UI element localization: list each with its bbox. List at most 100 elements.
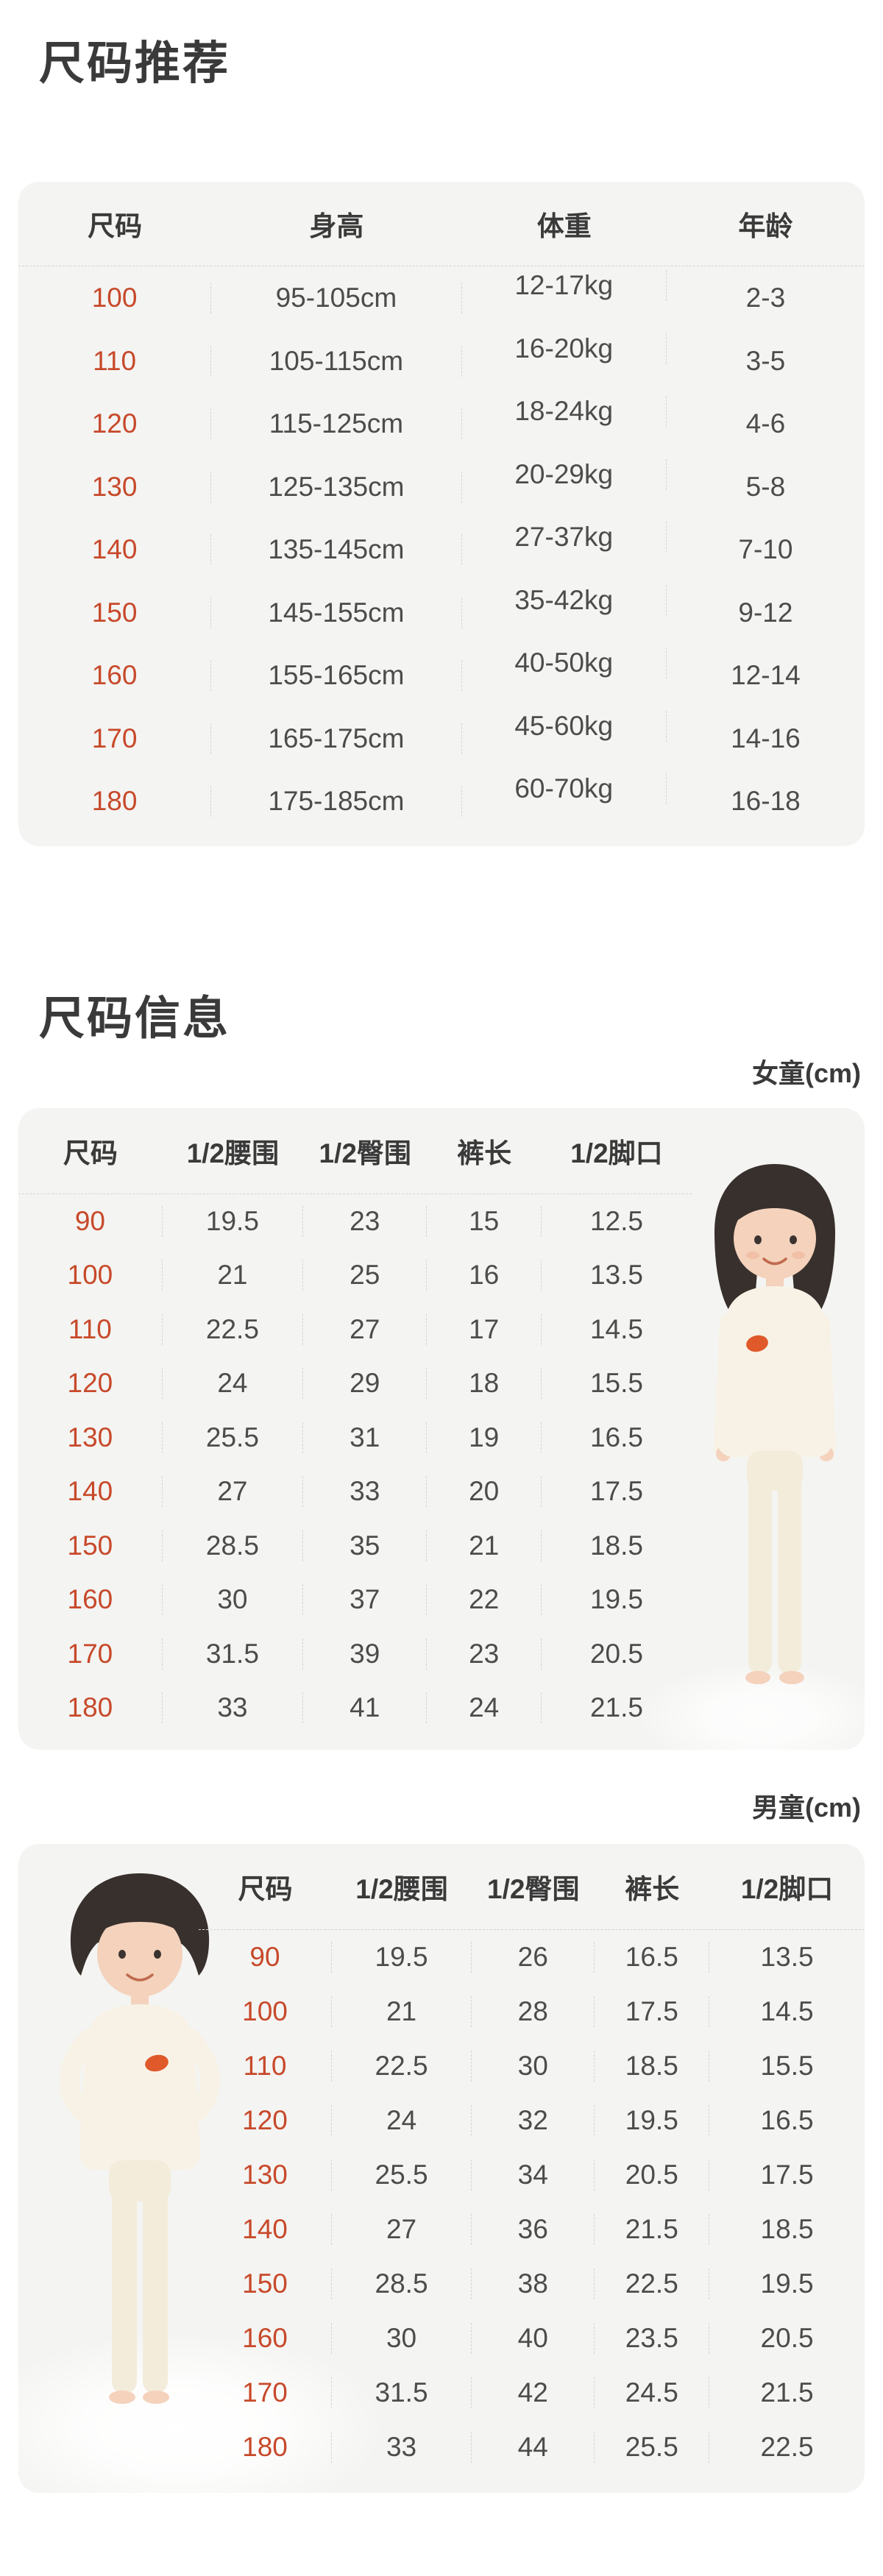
table-cell: 110 — [18, 345, 212, 377]
table-cell: 24 — [163, 1368, 304, 1399]
table-cell: 16-18 — [731, 786, 801, 817]
table-cell: 18.5 — [595, 2051, 710, 2082]
table-cell: 38 — [472, 2268, 595, 2300]
table-header-row: 尺码 1/2腰围 1/2臀围 裤长 1/2脚口 — [199, 1844, 865, 1931]
table-cell: 42 — [472, 2377, 595, 2409]
girl-size-card: 尺码 1/2腰围 1/2臀围 裤长 1/2脚口 90 19.5 23 15 12.5 100 21 25… — [18, 1107, 883, 1772]
table-cell: 180 — [18, 786, 212, 817]
table-cell: 140 — [18, 534, 212, 566]
table-cell: 20 — [427, 1476, 542, 1508]
table-row: 180 175-185cm 60-70kg 16-18 — [18, 770, 865, 833]
table-cell: 160 — [18, 1584, 163, 1616]
section-title-size-info: 尺码信息 — [39, 993, 231, 1045]
table-cell: 150 — [18, 1530, 163, 1561]
table-row: 170 165-175cm 45-60kg 14-16 — [18, 707, 865, 770]
girl-top — [717, 1285, 833, 1457]
table-cell: 45-60kg — [462, 710, 667, 742]
girl-eye-right — [790, 1235, 797, 1244]
table-cell: 21.5 — [760, 2377, 814, 2408]
table-cell: 2-3 — [745, 283, 786, 313]
table-row: 150 28.5 38 22.5 19.5 — [199, 2257, 865, 2311]
table-cell: 9-12 — [738, 597, 793, 628]
table-cell: 16.5 — [595, 1942, 710, 1973]
table-row: 120 24 32 19.5 16.5 — [199, 2093, 865, 2148]
table-cell: 19.5 — [760, 2268, 814, 2299]
table-cell: 24 — [332, 2105, 472, 2137]
table-cell: 145-155cm — [211, 597, 462, 628]
column-header: 1/2臀围 — [319, 1138, 411, 1168]
table-cell: 16.5 — [589, 1422, 643, 1452]
table-cell: 4-6 — [745, 408, 786, 439]
girl-size-table: 尺码 1/2腰围 1/2臀围 裤长 1/2脚口 90 19.5 23 15 12.5 100 21 25… — [18, 1108, 692, 1750]
table-cell: 140 — [199, 2214, 332, 2246]
table-row: 120 24 29 18 15.5 — [18, 1356, 692, 1411]
table-cell: 28.5 — [332, 2268, 472, 2300]
boy-table-label: 男童(cm) — [751, 1792, 861, 1823]
table-cell: 100 — [18, 1260, 163, 1291]
table-cell: 120 — [199, 2105, 332, 2137]
table-cell: 155-165cm — [211, 660, 462, 692]
table-cell: 33 — [163, 1692, 304, 1724]
table-cell: 22.5 — [163, 1313, 304, 1345]
table-cell: 135-145cm — [211, 534, 462, 566]
table-cell: 23 — [427, 1638, 542, 1670]
table-cell: 90 — [199, 1942, 332, 1973]
table-cell: 18.5 — [589, 1530, 643, 1561]
column-header: 尺码 — [238, 1874, 293, 1905]
column-header: 尺码 — [88, 211, 143, 242]
table-cell: 25.5 — [163, 1422, 304, 1453]
girl-model-photo — [689, 1154, 860, 1731]
boy-size-card: 尺码 1/2腰围 1/2臀围 裤长 1/2脚口 90 19.5 26 16.5 13.5 100 21… — [0, 1844, 865, 2523]
girl-foot-right — [779, 1670, 804, 1684]
table-cell: 170 — [18, 723, 212, 754]
table-row: 140 27 33 20 17.5 — [18, 1464, 692, 1519]
table-cell: 25 — [303, 1260, 428, 1291]
column-header: 裤长 — [625, 1874, 680, 1905]
table-cell: 19.5 — [332, 1942, 472, 1973]
table-cell: 14.5 — [760, 1996, 814, 2027]
table-cell: 21 — [163, 1260, 304, 1291]
boy-leg-left — [112, 2182, 137, 2394]
table-cell: 125-135cm — [211, 471, 462, 503]
table-cell: 180 — [18, 1692, 163, 1724]
table-row: 180 33 44 25.5 22.5 — [199, 2420, 865, 2474]
table-cell: 40 — [472, 2323, 595, 2355]
table-cell: 12-14 — [731, 660, 801, 691]
table-cell: 18-24kg — [462, 396, 667, 427]
table-body: 90 19.5 26 16.5 13.5 100 21 28 17.5 14.5 110 22.5 30… — [199, 1930, 865, 2493]
table-cell: 21 — [332, 1996, 472, 2028]
column-header: 1/2腰围 — [186, 1138, 280, 1168]
table-row: 150 145-155cm 35-42kg 9-12 — [18, 581, 865, 645]
girl-blush-left — [746, 1251, 759, 1259]
table-cell: 130 — [18, 1422, 163, 1453]
girl-table-label: 女童(cm) — [751, 1057, 861, 1088]
table-cell: 95-105cm — [211, 283, 462, 314]
table-cell: 160 — [18, 660, 212, 692]
boy-top — [79, 2004, 201, 2171]
table-cell: 32 — [472, 2105, 595, 2137]
table-row: 180 33 41 24 21.5 — [18, 1681, 692, 1735]
table-cell: 29 — [303, 1368, 428, 1399]
table-cell: 17 — [427, 1313, 542, 1345]
table-cell: 31.5 — [332, 2377, 472, 2409]
table-cell: 120 — [18, 408, 212, 440]
table-row: 160 30 40 23.5 20.5 — [199, 2311, 865, 2366]
girl-blush-right — [792, 1251, 805, 1259]
table-cell: 20.5 — [760, 2323, 814, 2354]
table-cell: 20-29kg — [462, 458, 667, 490]
table-cell: 21 — [427, 1530, 542, 1561]
table-cell: 17.5 — [760, 2160, 814, 2190]
table-cell: 130 — [199, 2160, 332, 2191]
column-header: 1/2臀围 — [487, 1874, 580, 1905]
table-cell: 12-17kg — [462, 270, 667, 302]
table-row: 100 95-105cm 12-17kg 2-3 — [18, 266, 865, 330]
table-cell: 15.5 — [589, 1368, 643, 1399]
table-cell: 15 — [427, 1205, 542, 1237]
table-row: 160 30 37 22 19.5 — [18, 1572, 692, 1627]
table-cell: 33 — [332, 2432, 472, 2463]
boy-face — [97, 1912, 182, 1998]
boy-logo-badge — [145, 2054, 169, 2072]
table-cell: 27 — [303, 1313, 428, 1345]
table-cell: 110 — [18, 1313, 163, 1345]
table-body: 90 19.5 23 15 12.5 100 21 25 16 13.5 110 22.5 27 17 14… — [18, 1194, 692, 1750]
